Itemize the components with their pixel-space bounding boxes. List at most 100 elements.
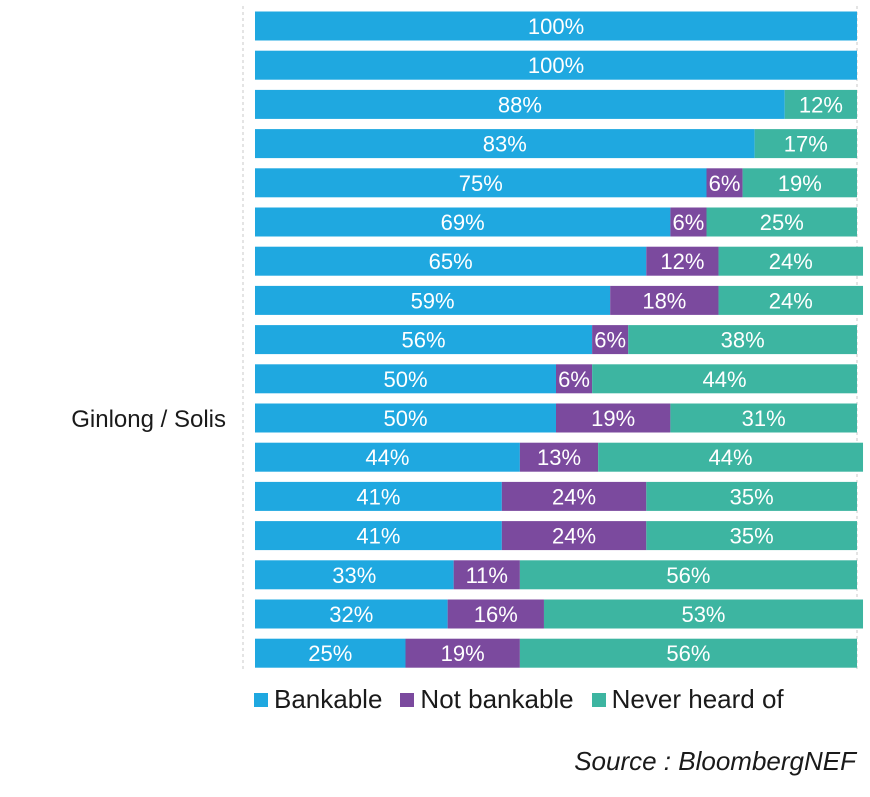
data-label-never-heard-of-2: 12%	[799, 92, 843, 117]
bar-bankable-3	[255, 129, 755, 159]
data-label-bankable-8: 56%	[402, 328, 446, 353]
data-label-bankable-2: 88%	[498, 92, 542, 117]
data-label-bankable-3: 83%	[483, 132, 527, 157]
bar-bankable-9	[255, 364, 556, 394]
data-label-never-heard-of-12: 35%	[730, 484, 774, 509]
bar-never-heard-of-15	[543, 599, 864, 629]
category-label-10: Ginlong / Solis	[71, 406, 226, 433]
data-label-bankable-1: 100%	[528, 53, 584, 78]
data-label-bankable-10: 50%	[383, 406, 427, 431]
bar-never-heard-of-9	[592, 364, 857, 394]
data-label-bankable-12: 41%	[356, 484, 400, 509]
data-label-bankable-9: 50%	[383, 367, 427, 392]
data-label-bankable-15: 32%	[329, 602, 373, 627]
bar-not-bankable-12	[501, 481, 647, 511]
data-label-not-bankable-14: 11%	[466, 563, 508, 588]
bar-bankable-1	[255, 50, 857, 80]
data-label-bankable-6: 65%	[429, 249, 473, 274]
bar-never-heard-of-4	[742, 168, 857, 198]
bar-never-heard-of-10	[670, 403, 857, 433]
data-label-never-heard-of-7: 24%	[769, 288, 813, 313]
bar-bankable-12	[255, 481, 502, 511]
data-label-not-bankable-15: 16%	[474, 602, 518, 627]
legend-swatch-bankable	[254, 692, 268, 707]
bar-never-heard-of-6	[718, 246, 864, 276]
legend-item-not-bankable: Not bankable	[400, 684, 574, 715]
bar-bankable-13	[255, 521, 502, 551]
data-label-never-heard-of-15: 53%	[681, 602, 725, 627]
bar-bankable-16	[255, 638, 406, 668]
data-label-not-bankable-7: 18%	[642, 288, 686, 313]
legend-label-not-bankable: Not bankable	[420, 684, 574, 714]
bar-never-heard-of-5	[706, 207, 857, 237]
bar-not-bankable-15	[447, 599, 544, 629]
bar-bankable-5	[255, 207, 671, 237]
legend-label-never-heard-of: Never heard of	[611, 684, 784, 714]
bar-bankable-4	[255, 168, 707, 198]
bar-not-bankable-11	[519, 442, 599, 472]
data-label-not-bankable-4: 6%	[709, 171, 741, 196]
bar-not-bankable-10	[556, 403, 671, 433]
data-label-not-bankable-9: 6%	[558, 367, 590, 392]
data-label-bankable-16: 25%	[308, 641, 352, 666]
data-label-never-heard-of-5: 25%	[760, 210, 804, 235]
data-label-bankable-7: 59%	[411, 288, 455, 313]
data-label-bankable-14: 33%	[332, 563, 376, 588]
legend-label-bankable: Bankable	[274, 684, 383, 714]
bar-never-heard-of-2	[784, 89, 857, 119]
bar-not-bankable-8	[592, 325, 629, 355]
bar-never-heard-of-8	[628, 325, 857, 355]
bar-not-bankable-16	[405, 638, 520, 668]
data-label-not-bankable-6: 12%	[660, 249, 704, 274]
data-label-never-heard-of-8: 38%	[721, 328, 765, 353]
bar-not-bankable-13	[501, 521, 647, 551]
data-label-not-bankable-13: 24%	[552, 524, 596, 549]
bar-never-heard-of-11	[598, 442, 864, 472]
bar-bankable-11	[255, 442, 520, 472]
bar-bankable-10	[255, 403, 556, 433]
data-label-never-heard-of-11: 44%	[709, 445, 753, 470]
bar-bankable-8	[255, 325, 593, 355]
data-label-not-bankable-10: 19%	[591, 406, 635, 431]
bar-bankable-14	[255, 560, 454, 590]
data-label-never-heard-of-16: 56%	[666, 641, 710, 666]
data-label-never-heard-of-9: 44%	[703, 367, 747, 392]
data-label-bankable-4: 75%	[459, 171, 503, 196]
data-label-bankable-13: 41%	[356, 524, 400, 549]
data-label-not-bankable-16: 19%	[441, 641, 485, 666]
data-label-never-heard-of-3: 17%	[784, 132, 828, 157]
bar-never-heard-of-14	[519, 560, 857, 590]
bar-bankable-2	[255, 89, 785, 119]
bar-not-bankable-7	[610, 285, 719, 315]
data-label-bankable-5: 69%	[441, 210, 485, 235]
data-label-not-bankable-12: 24%	[552, 484, 596, 509]
bar-never-heard-of-7	[718, 285, 864, 315]
stacked-bar-chart: 100%100%88% 12%83% 17%75% 6% 19%69% 6% 25%65% 1…	[71, 6, 864, 670]
bar-not-bankable-5	[670, 207, 707, 237]
data-label-never-heard-of-10: 31%	[742, 406, 786, 431]
data-label-not-bankable-11: 13%	[537, 445, 581, 470]
legend: Bankable Not bankable Never heard of	[254, 684, 802, 715]
legend-item-never-heard-of: Never heard of	[591, 684, 784, 715]
data-label-bankable-11: 44%	[365, 445, 409, 470]
data-label-never-heard-of-14: 56%	[666, 563, 710, 588]
bar-bankable-15	[255, 599, 448, 629]
bar-never-heard-of-3	[754, 129, 857, 159]
data-label-not-bankable-8: 6%	[594, 328, 626, 353]
source-note: Source : BloombergNEF	[574, 746, 856, 776]
bar-never-heard-of-16	[519, 638, 857, 668]
bar-not-bankable-9	[556, 364, 593, 394]
legend-item-bankable: Bankable	[254, 684, 382, 715]
data-label-bankable-0: 100%	[528, 14, 584, 39]
bar-never-heard-of-13	[646, 521, 857, 551]
legend-swatch-not-bankable	[400, 692, 415, 707]
bar-not-bankable-14	[453, 560, 520, 590]
data-label-not-bankable-5: 6%	[673, 210, 705, 235]
bar-not-bankable-6	[646, 246, 719, 276]
bar-not-bankable-4	[706, 168, 743, 198]
bar-bankable-6	[255, 246, 647, 276]
bar-bankable-7	[255, 285, 611, 315]
legend-swatch-never-heard-of	[591, 692, 606, 707]
data-label-never-heard-of-13: 35%	[730, 524, 774, 549]
bar-bankable-0	[255, 11, 857, 41]
